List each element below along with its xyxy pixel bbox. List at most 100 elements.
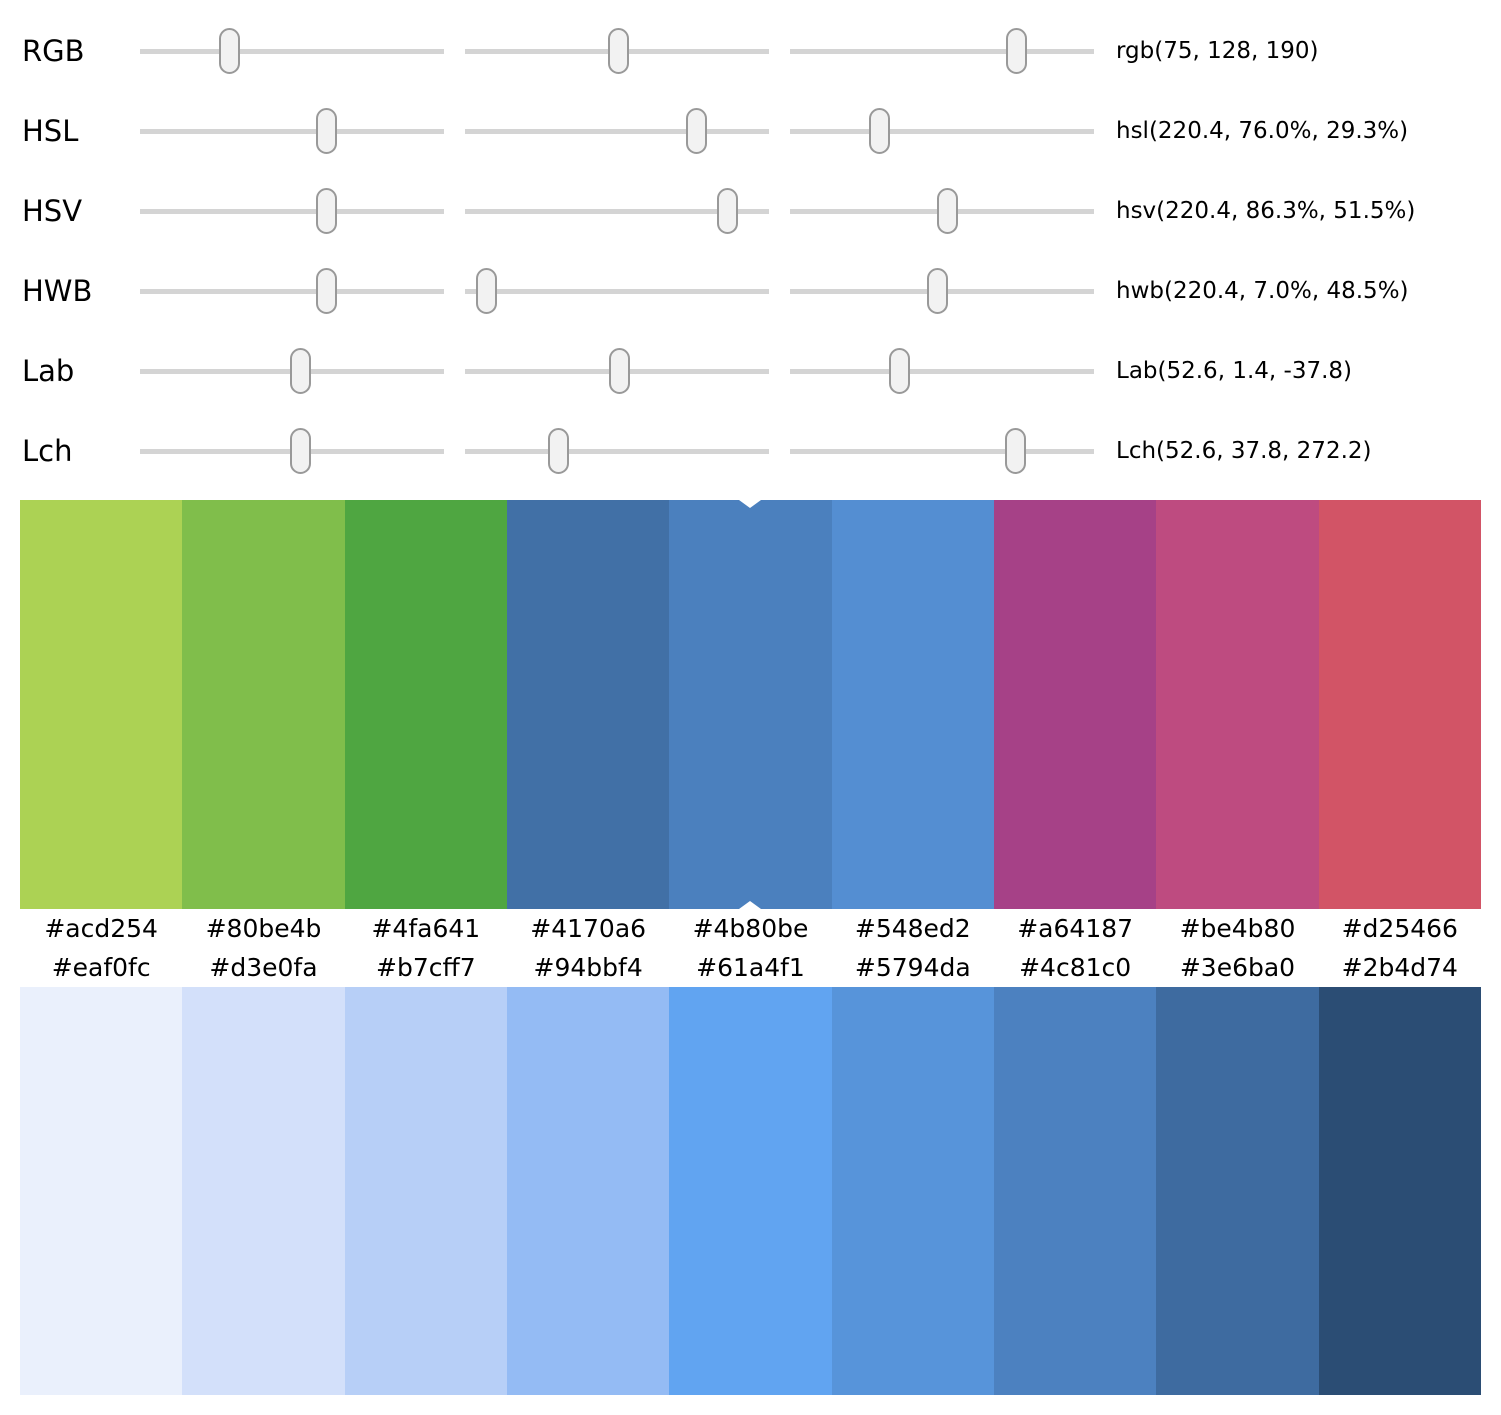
hwb-slider-hue[interactable] [140, 268, 444, 314]
slider-thumb[interactable] [1005, 428, 1027, 474]
row-label-hsl: HSL [22, 114, 79, 148]
slider-thumb[interactable] [547, 428, 569, 474]
hwb-value-text: hwb(220.4, 7.0%, 48.5%) [1116, 278, 1409, 304]
top-palette-swatch-548ed2[interactable] [831, 500, 994, 909]
top-palette-swatch-80be4b[interactable] [182, 500, 345, 909]
bottom-palette-swatch-d3e0fa[interactable] [182, 987, 345, 1395]
slider-thumb[interactable] [869, 108, 891, 154]
slider-row-hwb: HWB hwb(220.4, 7.0%, 48.5%) [0, 251, 1501, 331]
bottom-hex-label: #94bbf4 [533, 953, 643, 982]
bottom-hex-label: #2b4d74 [1341, 953, 1458, 982]
lab-slider-b[interactable] [790, 348, 1094, 394]
slider-thumb[interactable] [316, 188, 338, 234]
bottom-palette-swatch-5794da[interactable] [831, 987, 994, 1395]
hwb-slider-blackness[interactable] [790, 268, 1094, 314]
hsl-slider-saturation[interactable] [465, 108, 769, 154]
lab-value-text: Lab(52.6, 1.4, -37.8) [1116, 358, 1352, 384]
lightness-scale-hex-labels: #eaf0fc #d3e0fa #b7cff7 #94bbf4 #61a4f1 #5794… [20, 948, 1481, 987]
slider-row-hsl: HSL hsl(220.4, 76.0%, 29.3%) [0, 91, 1501, 171]
row-label-hsv: HSV [22, 194, 83, 228]
hsv-slider-saturation[interactable] [465, 188, 769, 234]
bottom-hex-label: #3e6ba0 [1179, 953, 1296, 982]
row-label-lch: Lch [22, 434, 73, 468]
bottom-hex-label: #5794da [854, 953, 971, 982]
slider-thumb[interactable] [607, 28, 629, 74]
slider-thumb[interactable] [476, 268, 498, 314]
top-hex-label: #4170a6 [530, 914, 647, 943]
hsv-slider-value[interactable] [790, 188, 1094, 234]
hsl-slider-lightness[interactable] [790, 108, 1094, 154]
top-palette-swatch-4fa641[interactable] [344, 500, 507, 909]
bottom-palette-swatch-eaf0fc[interactable] [20, 987, 183, 1395]
top-palette-swatch-acd254[interactable] [20, 500, 183, 909]
row-label-hwb: HWB [22, 274, 93, 308]
slider-thumb[interactable] [1006, 28, 1028, 74]
lab-tracks [140, 348, 1094, 394]
lab-slider-l[interactable] [140, 348, 444, 394]
bottom-palette-swatch-b7cff7[interactable] [344, 987, 507, 1395]
top-palette-swatch-d25466[interactable] [1318, 500, 1481, 909]
rgb-tracks [140, 28, 1094, 74]
hwb-slider-whiteness[interactable] [465, 268, 769, 314]
top-hex-label: #a64187 [1017, 914, 1134, 943]
bottom-palette-swatch-2b4d74[interactable] [1318, 987, 1481, 1395]
selected-color-notch-bottom [739, 901, 762, 909]
bottom-hex-label: #d3e0fa [209, 953, 318, 982]
lch-value-text: Lch(52.6, 37.8, 272.2) [1116, 438, 1372, 464]
top-palette-swatch-be4b80[interactable] [1156, 500, 1319, 909]
rgb-slider-blue[interactable] [790, 28, 1094, 74]
bottom-hex-label: #b7cff7 [376, 953, 476, 982]
lch-slider-hue[interactable] [790, 428, 1094, 474]
rgb-slider-red[interactable] [140, 28, 444, 74]
lch-slider-chroma[interactable] [465, 428, 769, 474]
slider-thumb[interactable] [608, 348, 630, 394]
slider-thumb[interactable] [289, 428, 311, 474]
slider-thumb[interactable] [219, 28, 241, 74]
top-hex-label: #be4b80 [1179, 914, 1296, 943]
row-label-lab: Lab [22, 354, 75, 388]
hue-variations-palette [20, 500, 1481, 909]
top-hex-label: #d25466 [1341, 914, 1458, 943]
top-hex-label: #548ed2 [854, 914, 971, 943]
lch-slider-l[interactable] [140, 428, 444, 474]
top-palette-swatch-4170a6[interactable] [506, 500, 670, 909]
top-hex-label: #4fa641 [371, 914, 481, 943]
slider-thumb[interactable] [936, 188, 958, 234]
slider-thumb[interactable] [686, 108, 708, 154]
bottom-hex-label: #61a4f1 [696, 953, 805, 982]
slider-thumb[interactable] [888, 348, 910, 394]
hsv-slider-hue[interactable] [140, 188, 444, 234]
lab-slider-a[interactable] [465, 348, 769, 394]
bottom-palette-swatch-4c81c0[interactable] [993, 987, 1157, 1395]
top-hex-label: #4b80be [692, 914, 809, 943]
row-label-rgb: RGB [22, 34, 85, 68]
selected-color-notch-top [739, 500, 762, 508]
hsl-tracks [140, 108, 1094, 154]
slider-thumb[interactable] [717, 188, 739, 234]
hsv-tracks [140, 188, 1094, 234]
color-slider-panel: RGB rgb(75, 128, 190) HSL hsl(220.4, 76.… [0, 0, 1501, 491]
slider-thumb[interactable] [927, 268, 949, 314]
hsl-slider-hue[interactable] [140, 108, 444, 154]
top-hex-label: #acd254 [44, 914, 158, 943]
bottom-hex-label: #eaf0fc [51, 953, 151, 982]
hsv-value-text: hsv(220.4, 86.3%, 51.5%) [1116, 198, 1416, 224]
rgb-slider-green[interactable] [465, 28, 769, 74]
slider-row-lab: Lab Lab(52.6, 1.4, -37.8) [0, 331, 1501, 411]
slider-thumb[interactable] [316, 268, 338, 314]
slider-thumb[interactable] [316, 108, 338, 154]
slider-row-lch: Lch Lch(52.6, 37.8, 272.2) [0, 411, 1501, 491]
bottom-palette-swatch-94bbf4[interactable] [506, 987, 670, 1395]
slider-row-hsv: HSV hsv(220.4, 86.3%, 51.5%) [0, 171, 1501, 251]
top-hex-label: #80be4b [205, 914, 322, 943]
lch-tracks [140, 428, 1094, 474]
top-palette-swatch-a64187[interactable] [993, 500, 1157, 909]
bottom-palette-swatch-61a4f1[interactable] [669, 987, 832, 1395]
top-palette-swatch-4b80be[interactable] [669, 500, 832, 909]
bottom-hex-label: #4c81c0 [1019, 953, 1132, 982]
lightness-scale-palette [20, 987, 1481, 1395]
rgb-value-text: rgb(75, 128, 190) [1116, 38, 1319, 64]
bottom-palette-swatch-3e6ba0[interactable] [1156, 987, 1319, 1395]
slider-thumb[interactable] [289, 348, 311, 394]
hue-variations-hex-labels: #acd254 #80be4b #4fa641 #4170a6 #4b80be #548e… [20, 909, 1481, 948]
